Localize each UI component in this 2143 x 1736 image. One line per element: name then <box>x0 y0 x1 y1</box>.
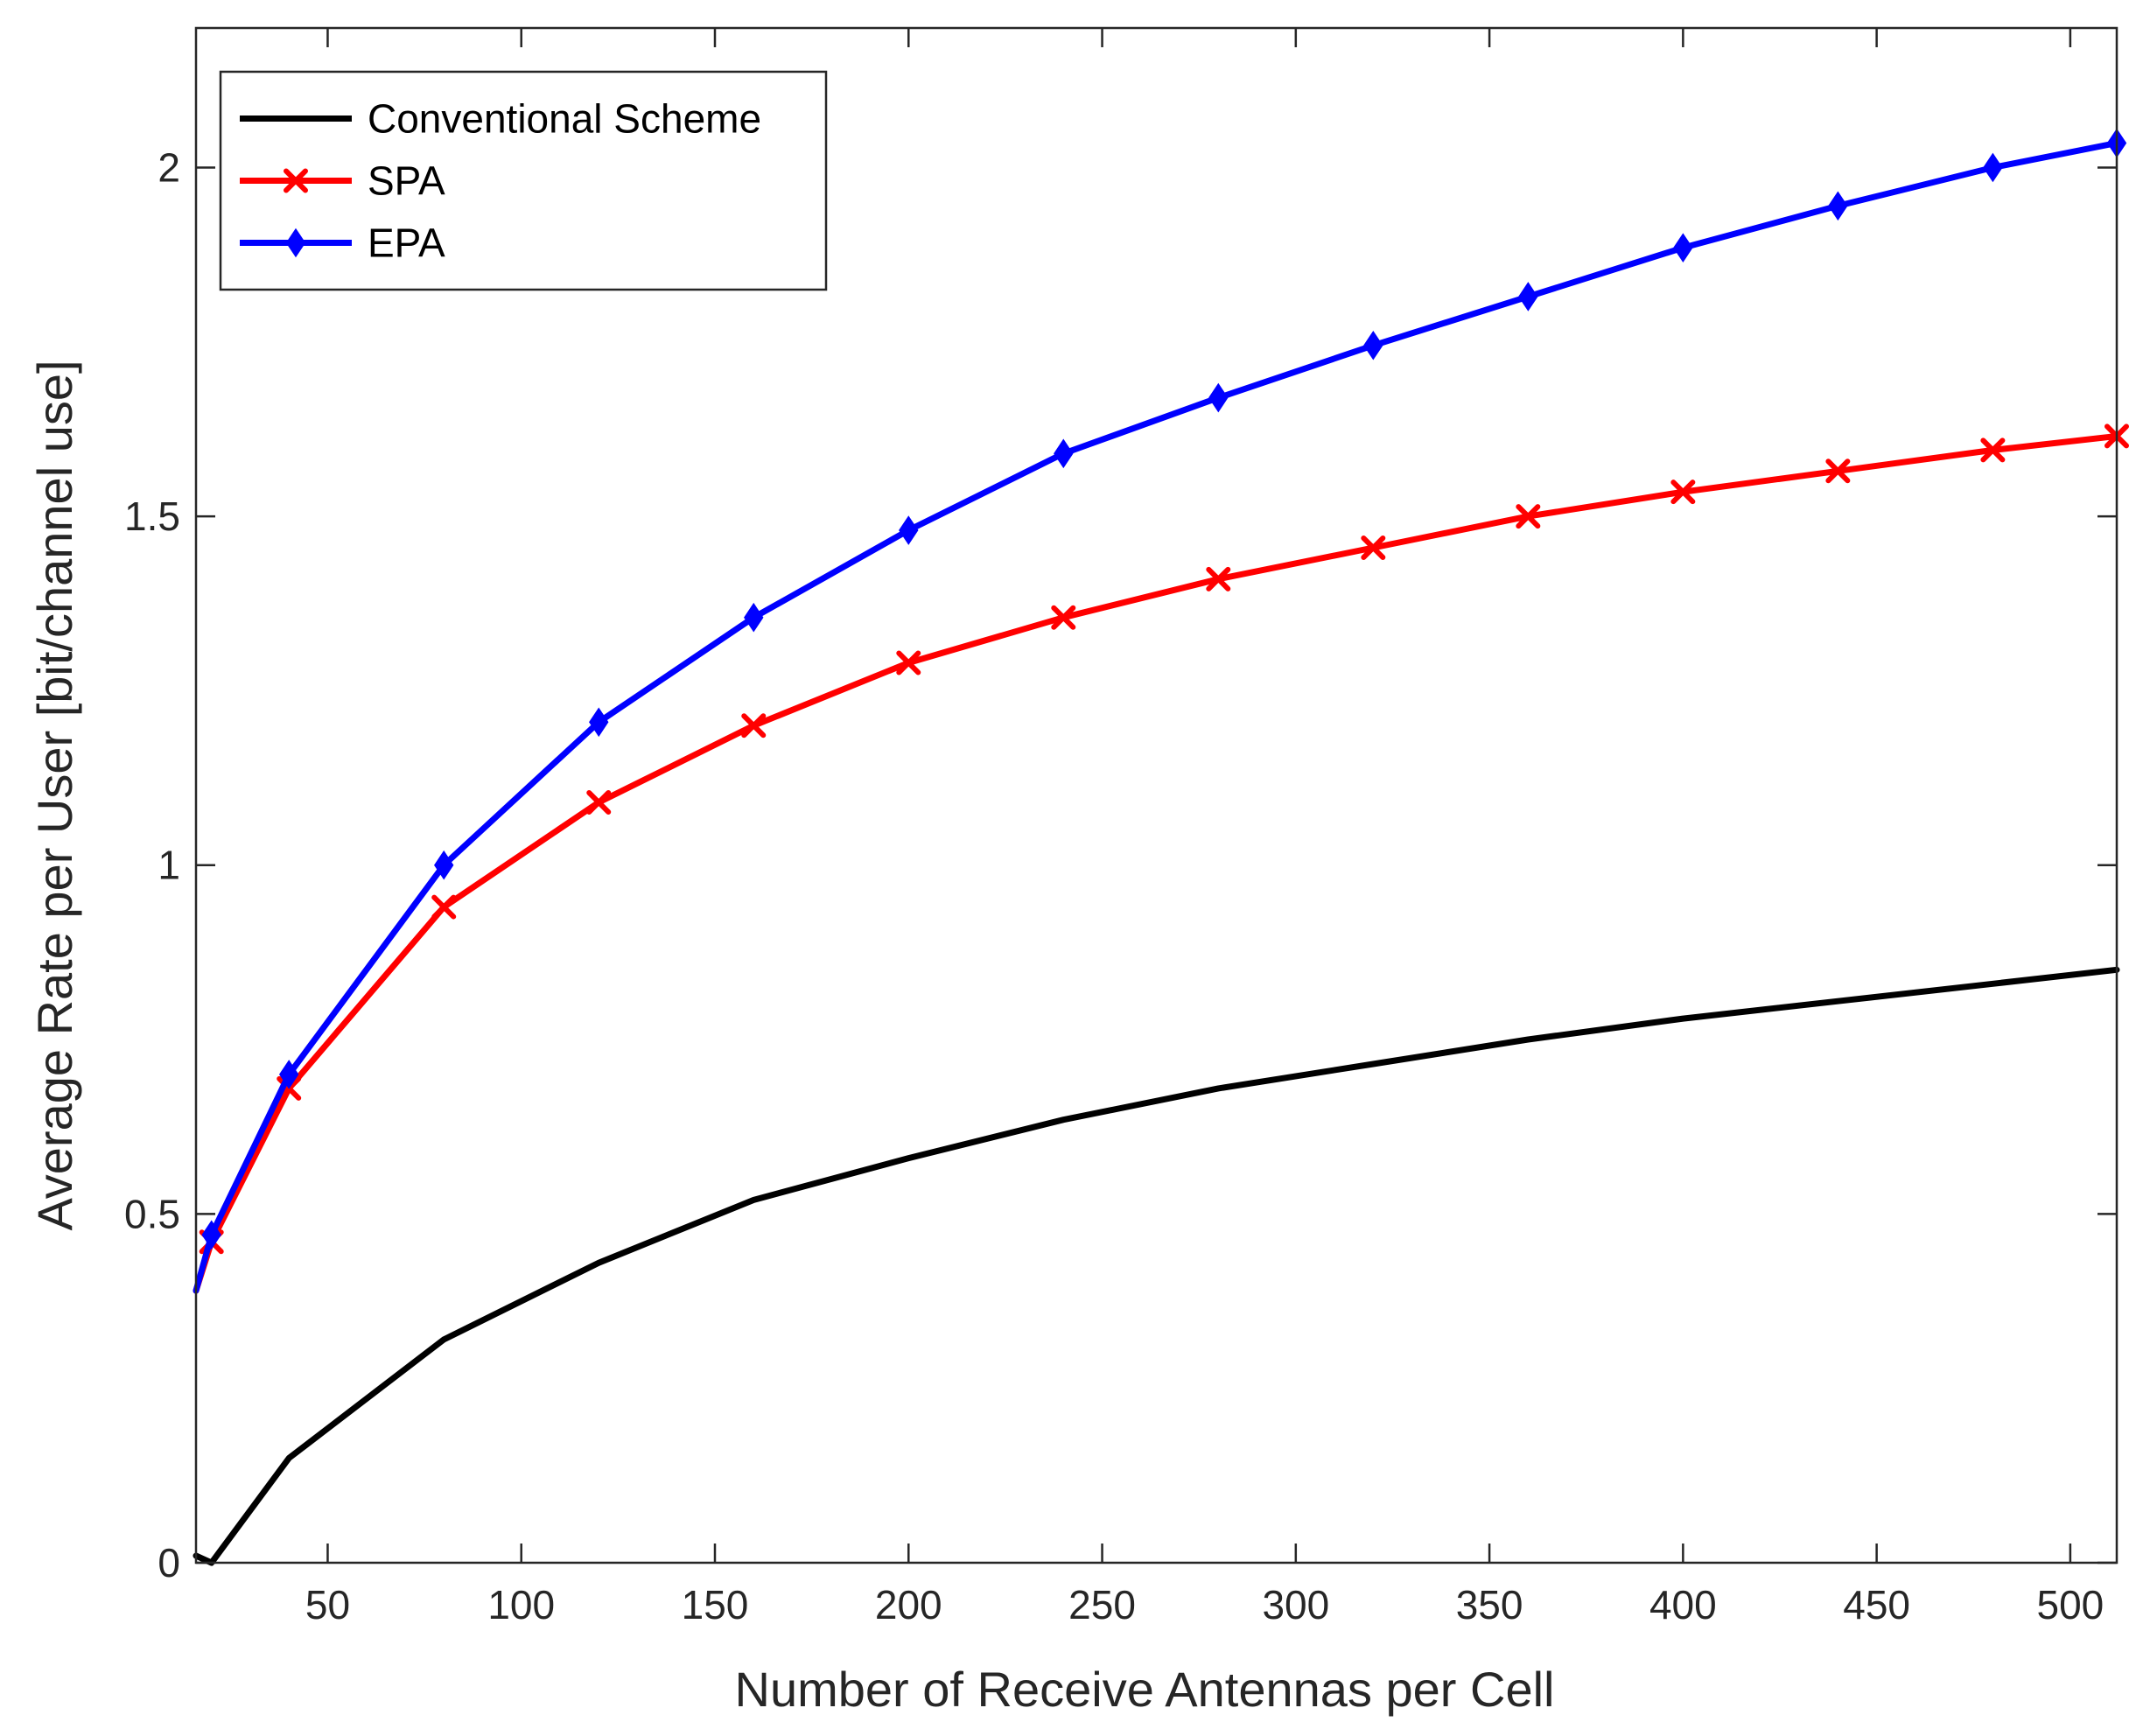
data-point <box>1051 605 1076 630</box>
y-tick-label: 2 <box>158 144 180 190</box>
data-point <box>1673 233 1693 262</box>
legend: Conventional Scheme SPA EPA <box>219 70 828 291</box>
x-tick-label: 200 <box>875 1582 942 1628</box>
data-point <box>1980 438 2006 463</box>
y-tick-label: 0.5 <box>124 1191 180 1236</box>
series-line <box>193 966 2120 1566</box>
tick-layer: 50 100 150 200 250 300 350 400 450 500 0 0.5 1 1.5 2 <box>124 28 2117 1628</box>
x-tick-label: 300 <box>1262 1582 1329 1628</box>
data-point <box>589 707 609 738</box>
series-conventional-scheme <box>193 966 2120 1566</box>
legend-marker <box>285 228 306 258</box>
x-tick-label: 50 <box>305 1582 350 1628</box>
data-point <box>1363 330 1383 360</box>
plot-frame <box>194 26 2118 1564</box>
x-tick-label: 100 <box>487 1582 555 1628</box>
legend-label: EPA <box>368 220 445 266</box>
series-layer <box>193 128 2129 1566</box>
data-point <box>1825 458 1851 484</box>
data-point <box>1983 152 2003 183</box>
x-tick-label: 500 <box>2037 1582 2104 1628</box>
y-tick-label: 1.5 <box>124 494 180 539</box>
x-tick-label: 400 <box>1649 1582 1717 1628</box>
data-point <box>1054 438 1074 469</box>
y-tick-label: 1 <box>158 843 180 888</box>
legend-label: Conventional Scheme <box>368 96 761 142</box>
data-point <box>586 789 612 815</box>
data-point <box>1670 480 1696 505</box>
data-point <box>431 894 457 920</box>
x-tick-label: 450 <box>1843 1582 1910 1628</box>
x-tick-label: 250 <box>1068 1582 1136 1628</box>
data-point <box>1518 282 1538 312</box>
legend-label: SPA <box>368 158 445 204</box>
data-point <box>201 1220 221 1250</box>
data-point <box>279 1060 299 1089</box>
x-tick-label: 350 <box>1456 1582 1523 1628</box>
y-tick-label: 0 <box>158 1540 180 1586</box>
data-point <box>899 515 919 545</box>
data-point <box>1828 191 1848 221</box>
y-axis-title: Average Rate per User [bit/channel use] <box>27 360 82 1230</box>
data-point <box>896 650 921 676</box>
data-point <box>744 602 764 633</box>
data-point <box>1208 382 1229 413</box>
x-tick-label: 150 <box>682 1582 749 1628</box>
data-point <box>741 713 767 738</box>
legend-marker <box>284 168 308 193</box>
data-point <box>434 850 454 880</box>
series-epa <box>193 128 2127 1294</box>
x-axis-title: Number of Receive Antennas per Cell <box>735 1662 1555 1717</box>
data-point <box>1206 566 1231 592</box>
data-point <box>1516 504 1541 529</box>
data-point <box>1361 535 1386 560</box>
